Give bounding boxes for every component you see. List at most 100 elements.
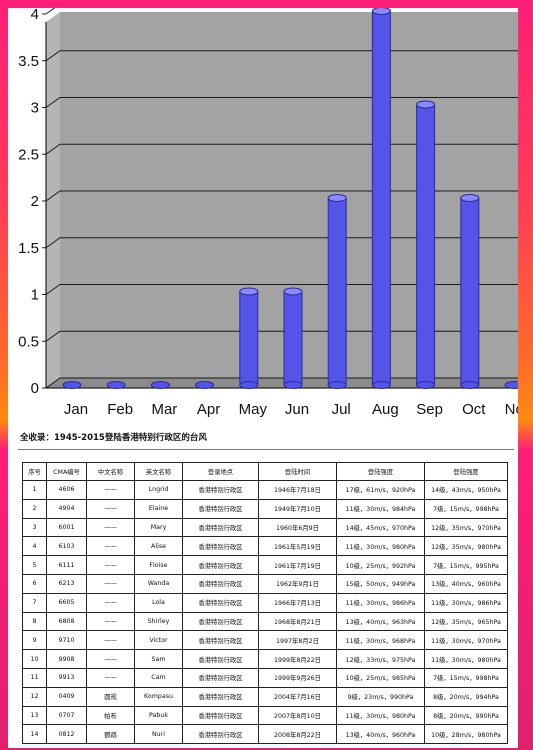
column-header: 序号 — [22, 462, 47, 481]
y-tick-label: 2.5 — [18, 146, 39, 163]
table-cell: 4 — [22, 536, 47, 557]
table-cell: Floise — [134, 555, 183, 575]
table-cell: 11级，30m/s，984hPa — [336, 498, 425, 519]
plot-side-wall — [46, 12, 60, 388]
bar — [460, 197, 480, 386]
y-tick-label: 4 — [31, 8, 39, 23]
table-row: 11 9913 —— Cam 香港特别行政区 1999年9月26日 10级，25m/s，98… — [22, 667, 508, 688]
table-cell: 0812 — [46, 724, 87, 745]
table-cell: 17级，61m/s，920hPa — [336, 480, 425, 500]
x-tick-label: Mar — [151, 401, 177, 418]
table-row: 8 6808 —— Shirley 香港特别行政区 1968年8月21日 13级，40m/s… — [22, 611, 508, 632]
table-cell: 0409 — [46, 686, 87, 707]
table-cell: 香港特别行政区 — [182, 630, 259, 651]
bar-base — [460, 381, 480, 389]
table-cell: 11级，30m/s，980hPa — [336, 536, 425, 557]
y-tick-label: 3.5 — [18, 53, 39, 70]
table-cell: 15级，50m/s，949hPa — [336, 573, 425, 594]
bar-base — [416, 381, 436, 389]
bar — [327, 197, 347, 386]
table-cell: —— — [86, 592, 135, 613]
plot-back-wall — [60, 12, 518, 378]
table-cell: 13级，40m/s，960hPa — [424, 573, 508, 594]
table-cell: 香港特别行政区 — [182, 592, 259, 613]
table-cell: 2 — [22, 498, 47, 519]
table-row: 9 9710 —— Victor 香港特别行政区 1997年8月2日 11级，30m/s，9… — [22, 630, 508, 651]
gridline — [45, 330, 518, 342]
table-cell: 11级，30m/s，980hPa — [424, 649, 508, 669]
table-cell: 9908 — [46, 649, 87, 669]
table-row: 6 6213 —— Wanda 香港特别行政区 1962年9月1日 15级，50m/s，94… — [22, 573, 508, 594]
x-tick-label: Aug — [372, 401, 399, 418]
bar — [371, 10, 391, 386]
table-cell: 10级，25m/s，992hPa — [336, 555, 425, 575]
y-tick-label: 1.5 — [18, 240, 39, 257]
bar — [106, 381, 126, 389]
bar-top — [371, 8, 391, 15]
table-cell: 8 — [22, 611, 47, 632]
table-cell: Sam — [134, 649, 183, 669]
table-cell: 4606 — [46, 480, 87, 500]
table-cell: 1999年8月22日 — [258, 649, 337, 669]
table-cell: 1999年9月26日 — [258, 667, 337, 688]
table-cell: 10 — [22, 649, 47, 669]
gridline — [45, 50, 518, 62]
table-row: 14 0812 鹦鹉 Nuri 香港特别行政区 2008年8月22日 13级，40m/s，9… — [22, 724, 508, 745]
gridline — [45, 97, 518, 108]
table-cell: 香港特别行政区 — [182, 649, 259, 669]
table-cell: Cam — [134, 667, 183, 688]
gridline — [45, 377, 518, 389]
column-header: 登录地点 — [182, 462, 259, 481]
bar-base — [239, 381, 259, 389]
y-tick-label: 3 — [31, 100, 39, 117]
table-cell: 12级，35m/s，970hPa — [424, 517, 508, 538]
y-tick-label: 0.5 — [18, 333, 39, 350]
column-header: CMA编号 — [46, 462, 87, 481]
bar — [62, 381, 82, 389]
table-cell: 1949年7月10日 — [258, 498, 337, 519]
table-cell: 6103 — [46, 536, 87, 557]
table-cell: 8级，20m/s，994hPa — [424, 686, 508, 707]
table-cell: 10级，25m/s，985hPa — [336, 667, 425, 688]
table-cell: 香港特别行政区 — [182, 705, 259, 726]
x-tick-label: Jul — [332, 401, 351, 418]
table-cell: Lola — [134, 592, 183, 613]
table-cell: Kompasu — [134, 686, 183, 707]
table-cell: 11级，30m/s，986hPa — [336, 592, 425, 613]
table-cell: —— — [86, 480, 135, 500]
x-tick-label: Sep — [416, 401, 443, 418]
table-cell: 9 — [22, 630, 47, 651]
bar-top — [239, 287, 259, 296]
monthly-bar-chart: 0 0.5 1 1.5 2 2.5 3 3.5 4 Jan Feb Mar Apr May Jun Jul A… — [18, 8, 518, 418]
table-cell: Lngrid — [134, 480, 183, 500]
table-header-row: 序号 CMA编号 中文名称 英文名称 登录地点 登陆时间 登陆强度 登陆强度 — [22, 462, 508, 481]
table-cell: 3 — [22, 517, 47, 538]
x-tick-label: Jan — [64, 401, 88, 418]
table-cell: 鹦鹉 — [86, 724, 135, 745]
x-tick-label: Nov — [505, 401, 518, 418]
table-cell: 14级，45m/s，970hPa — [336, 517, 425, 538]
table-cell: 1966年7月13日 — [258, 592, 337, 613]
table-cell: 9级，23m/s，990hPa — [336, 686, 425, 707]
table-cell: 香港特别行政区 — [182, 480, 259, 500]
bar-top — [460, 194, 480, 202]
table-cell: 香港特别行政区 — [182, 667, 259, 688]
column-header: 登陆强度 — [336, 462, 425, 481]
table-row: 1 4606 —— Lngrid 香港特别行政区 1946年7月18日 17级，61m/s，… — [22, 480, 508, 500]
table-cell: Shirley — [134, 611, 183, 632]
table-cell: 1 — [22, 480, 47, 500]
y-tick-label: 2 — [31, 193, 39, 210]
table-cell: 11级，30m/s，986hPa — [424, 592, 508, 613]
table-cell: 香港特别行政区 — [182, 555, 259, 575]
table-cell: 12级，33m/s，975hPa — [336, 649, 425, 669]
table-cell: 1961年5月19日 — [258, 536, 337, 557]
table-cell: —— — [86, 649, 135, 669]
table-cell: 9913 — [46, 667, 87, 688]
table-cell: 香港特别行政区 — [182, 724, 259, 745]
table-cell: 1962年9月1日 — [258, 573, 337, 594]
table-cell: 2004年7月16日 — [258, 686, 337, 707]
bar-chart-panel: 0 0.5 1 1.5 2 2.5 3 3.5 4 Jan Feb Mar Apr May Jun Jul A… — [8, 8, 518, 425]
table-cell: Pabuk — [134, 705, 183, 726]
bar — [283, 291, 303, 386]
table-cell: 1968年8月21日 — [258, 611, 337, 632]
